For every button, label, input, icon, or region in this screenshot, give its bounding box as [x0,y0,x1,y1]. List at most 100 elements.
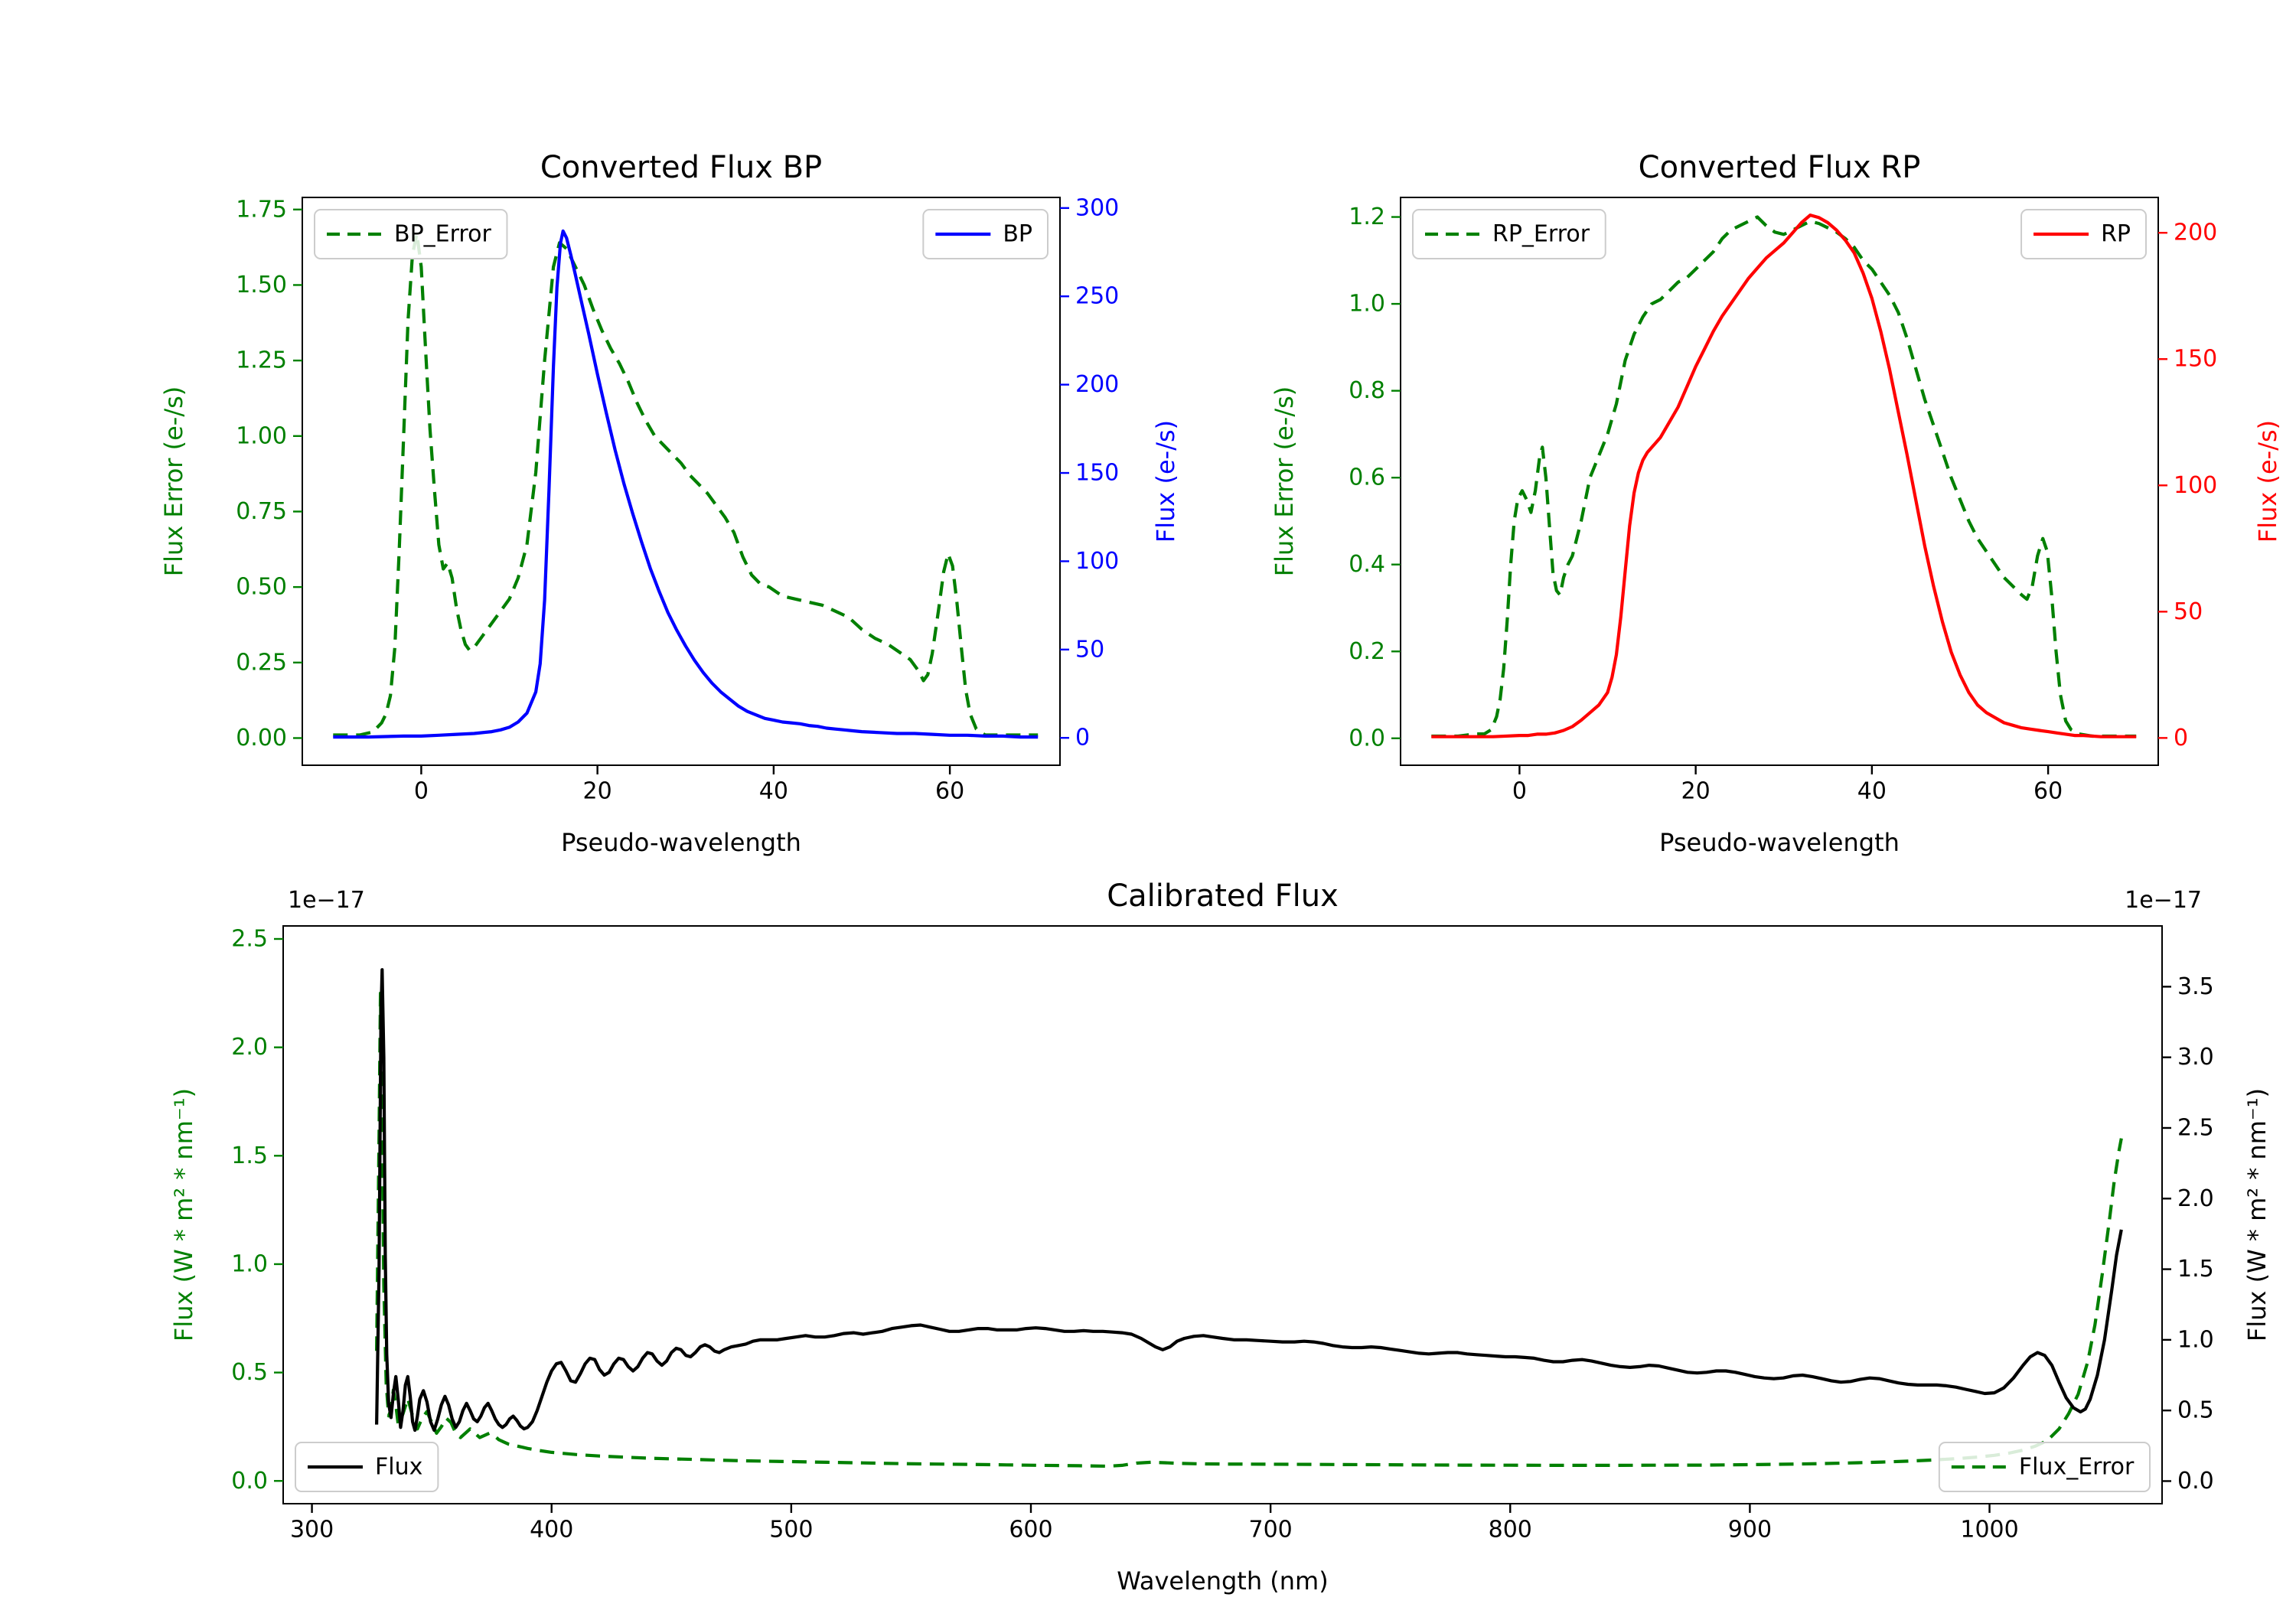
axis-offset-left: 1e−17 [288,887,365,914]
legend-frame [1938,1442,2151,1492]
y-tick-label-left: 0.0 [1349,725,1385,751]
y-tick-label-left: 0.5 [231,1359,268,1386]
y-axis-label-right: Flux (e-/s) [2253,420,2282,543]
x-tick-label: 0 [414,778,429,805]
y-tick-label-right: 3.5 [2177,973,2214,1000]
y-tick-label-right: 100 [1075,548,1119,575]
y-tick-label-left: 1.0 [231,1250,268,1277]
axis-offset-right: 1e−17 [2125,887,2202,914]
chart-converted-flux-bp: 0 20 40 60 0.00 0.25 0.50 0.75 1.00 1.25 1.50 1.75 0… [159,150,1180,857]
y-tick-label-right: 3.0 [2177,1044,2214,1071]
y-tick-label-left: 0.2 [1349,638,1385,665]
x-tick-label: 1000 [1960,1517,2018,1543]
y-tick-label-left: 0.0 [231,1468,268,1495]
x-tick-label: 900 [1728,1517,1772,1543]
y-axis-label-left: Flux Error (e-/s) [1270,386,1299,577]
series-group [1431,214,2137,738]
chart-title: Converted Flux BP [540,150,822,185]
x-axis-label: Pseudo-wavelength [561,828,801,857]
legend-bp: BP [922,209,1049,259]
legend-rp: RP [2020,209,2147,259]
legend-flux: Flux [295,1442,439,1492]
legend-rp_error: RP_Error [1412,209,1606,259]
y-tick-label-left: 1.50 [236,272,287,298]
chart-title: Calibrated Flux [1107,878,1339,914]
series-line-bp_error [333,232,1039,737]
legend-label: BP [1003,221,1032,248]
y-tick-label-left: 1.0 [1349,291,1385,318]
legend-label: Flux [375,1454,422,1481]
x-tick-label: 40 [759,778,788,805]
x-tick-label: 20 [583,778,612,805]
x-axis-label: Pseudo-wavelength [1659,828,1900,857]
y-tick-label-right: 2.0 [2177,1185,2214,1212]
y-tick-label-left: 0.00 [236,725,287,751]
y-tick-label-left: 0.4 [1349,551,1385,578]
legend-bp_error: BP_Error [314,209,508,259]
y-tick-label-left: 2.0 [231,1034,268,1061]
x-tick-label: 800 [1489,1517,1532,1543]
y-tick-label-right: 300 [1075,194,1119,221]
series-line-rp_error [1431,215,2137,738]
x-tick-label: 700 [1248,1517,1292,1543]
y-axis-label-right: Flux (W * m² * nm⁻¹) [2242,1088,2272,1341]
y-tick-label-right: 200 [2174,220,2217,246]
y-tick-label-right: 50 [2174,598,2203,625]
series-line-flux [375,968,2123,1433]
y-tick-label-left: 1.00 [236,422,287,449]
y-tick-label-right: 1.5 [2177,1256,2214,1283]
x-tick-label: 60 [935,778,964,805]
y-tick-label-right: 250 [1075,283,1119,310]
y-tick-label-right: 1.0 [2177,1326,2214,1353]
y-axis-label-left: Flux (W * m² * nm⁻¹) [169,1088,198,1341]
y-tick-label-left: 0.50 [236,574,287,601]
y-tick-label-right: 0 [1075,725,1090,751]
legend-label: RP [2101,221,2131,248]
series-group [333,229,1039,739]
y-tick-label-left: 2.5 [231,925,268,952]
y-tick-label-right: 50 [1075,636,1104,663]
legend-label: BP_Error [394,221,491,248]
x-tick-label: 60 [2033,778,2063,805]
x-axis-label: Wavelength (nm) [1117,1566,1328,1596]
y-tick-label-left: 0.6 [1349,464,1385,491]
y-axis-label-left: Flux Error (e-/s) [159,386,188,577]
y-axis-label-right: Flux (e-/s) [1151,420,1180,543]
y-tick-label-right: 0.5 [2177,1397,2214,1424]
x-tick-label: 40 [1857,778,1887,805]
series-line-bp [333,229,1039,739]
x-tick-label: 400 [530,1517,573,1543]
x-tick-label: 300 [290,1517,334,1543]
y-tick-label-right: 200 [1075,371,1119,398]
legend-label: RP_Error [1492,221,1590,248]
series-group [375,968,2123,1468]
chart-calibrated-flux: 300 400 500 600 700 800 900 1000 0.0 0.5 1.0 1.5 2.0… [169,878,2272,1596]
legend-frame [1412,209,1606,259]
x-tick-label: 20 [1681,778,1711,805]
y-tick-label-left: 1.5 [231,1143,268,1169]
legend-frame [314,209,508,259]
y-tick-label-left: 0.75 [236,498,287,525]
y-tick-label-left: 0.25 [236,649,287,676]
y-tick-label-right: 0.0 [2177,1468,2214,1495]
chart-converted-flux-rp: 0 20 40 60 0.0 0.2 0.4 0.6 0.8 1.0 1.2 0 50 100 150 200… [1270,150,2282,857]
y-tick-label-left: 1.75 [236,196,287,223]
series-line-rp [1431,214,2137,738]
y-tick-label-right: 150 [2174,346,2217,373]
axes-spines [1400,197,2159,766]
axes-spines [302,197,1061,766]
y-tick-label-left: 1.25 [236,347,287,374]
x-tick-label: 0 [1512,778,1527,805]
y-tick-label-right: 0 [2174,725,2188,751]
x-tick-label: 500 [769,1517,813,1543]
legend-frame [295,1442,439,1492]
y-tick-label-right: 150 [1075,460,1119,487]
series-line-flux_error [375,991,2123,1468]
x-tick-label: 600 [1009,1517,1052,1543]
legend-label: Flux_Error [2019,1454,2135,1481]
axes-spines [282,925,2163,1504]
y-tick-label-left: 0.8 [1349,377,1385,404]
y-tick-label-left: 1.2 [1349,204,1385,230]
